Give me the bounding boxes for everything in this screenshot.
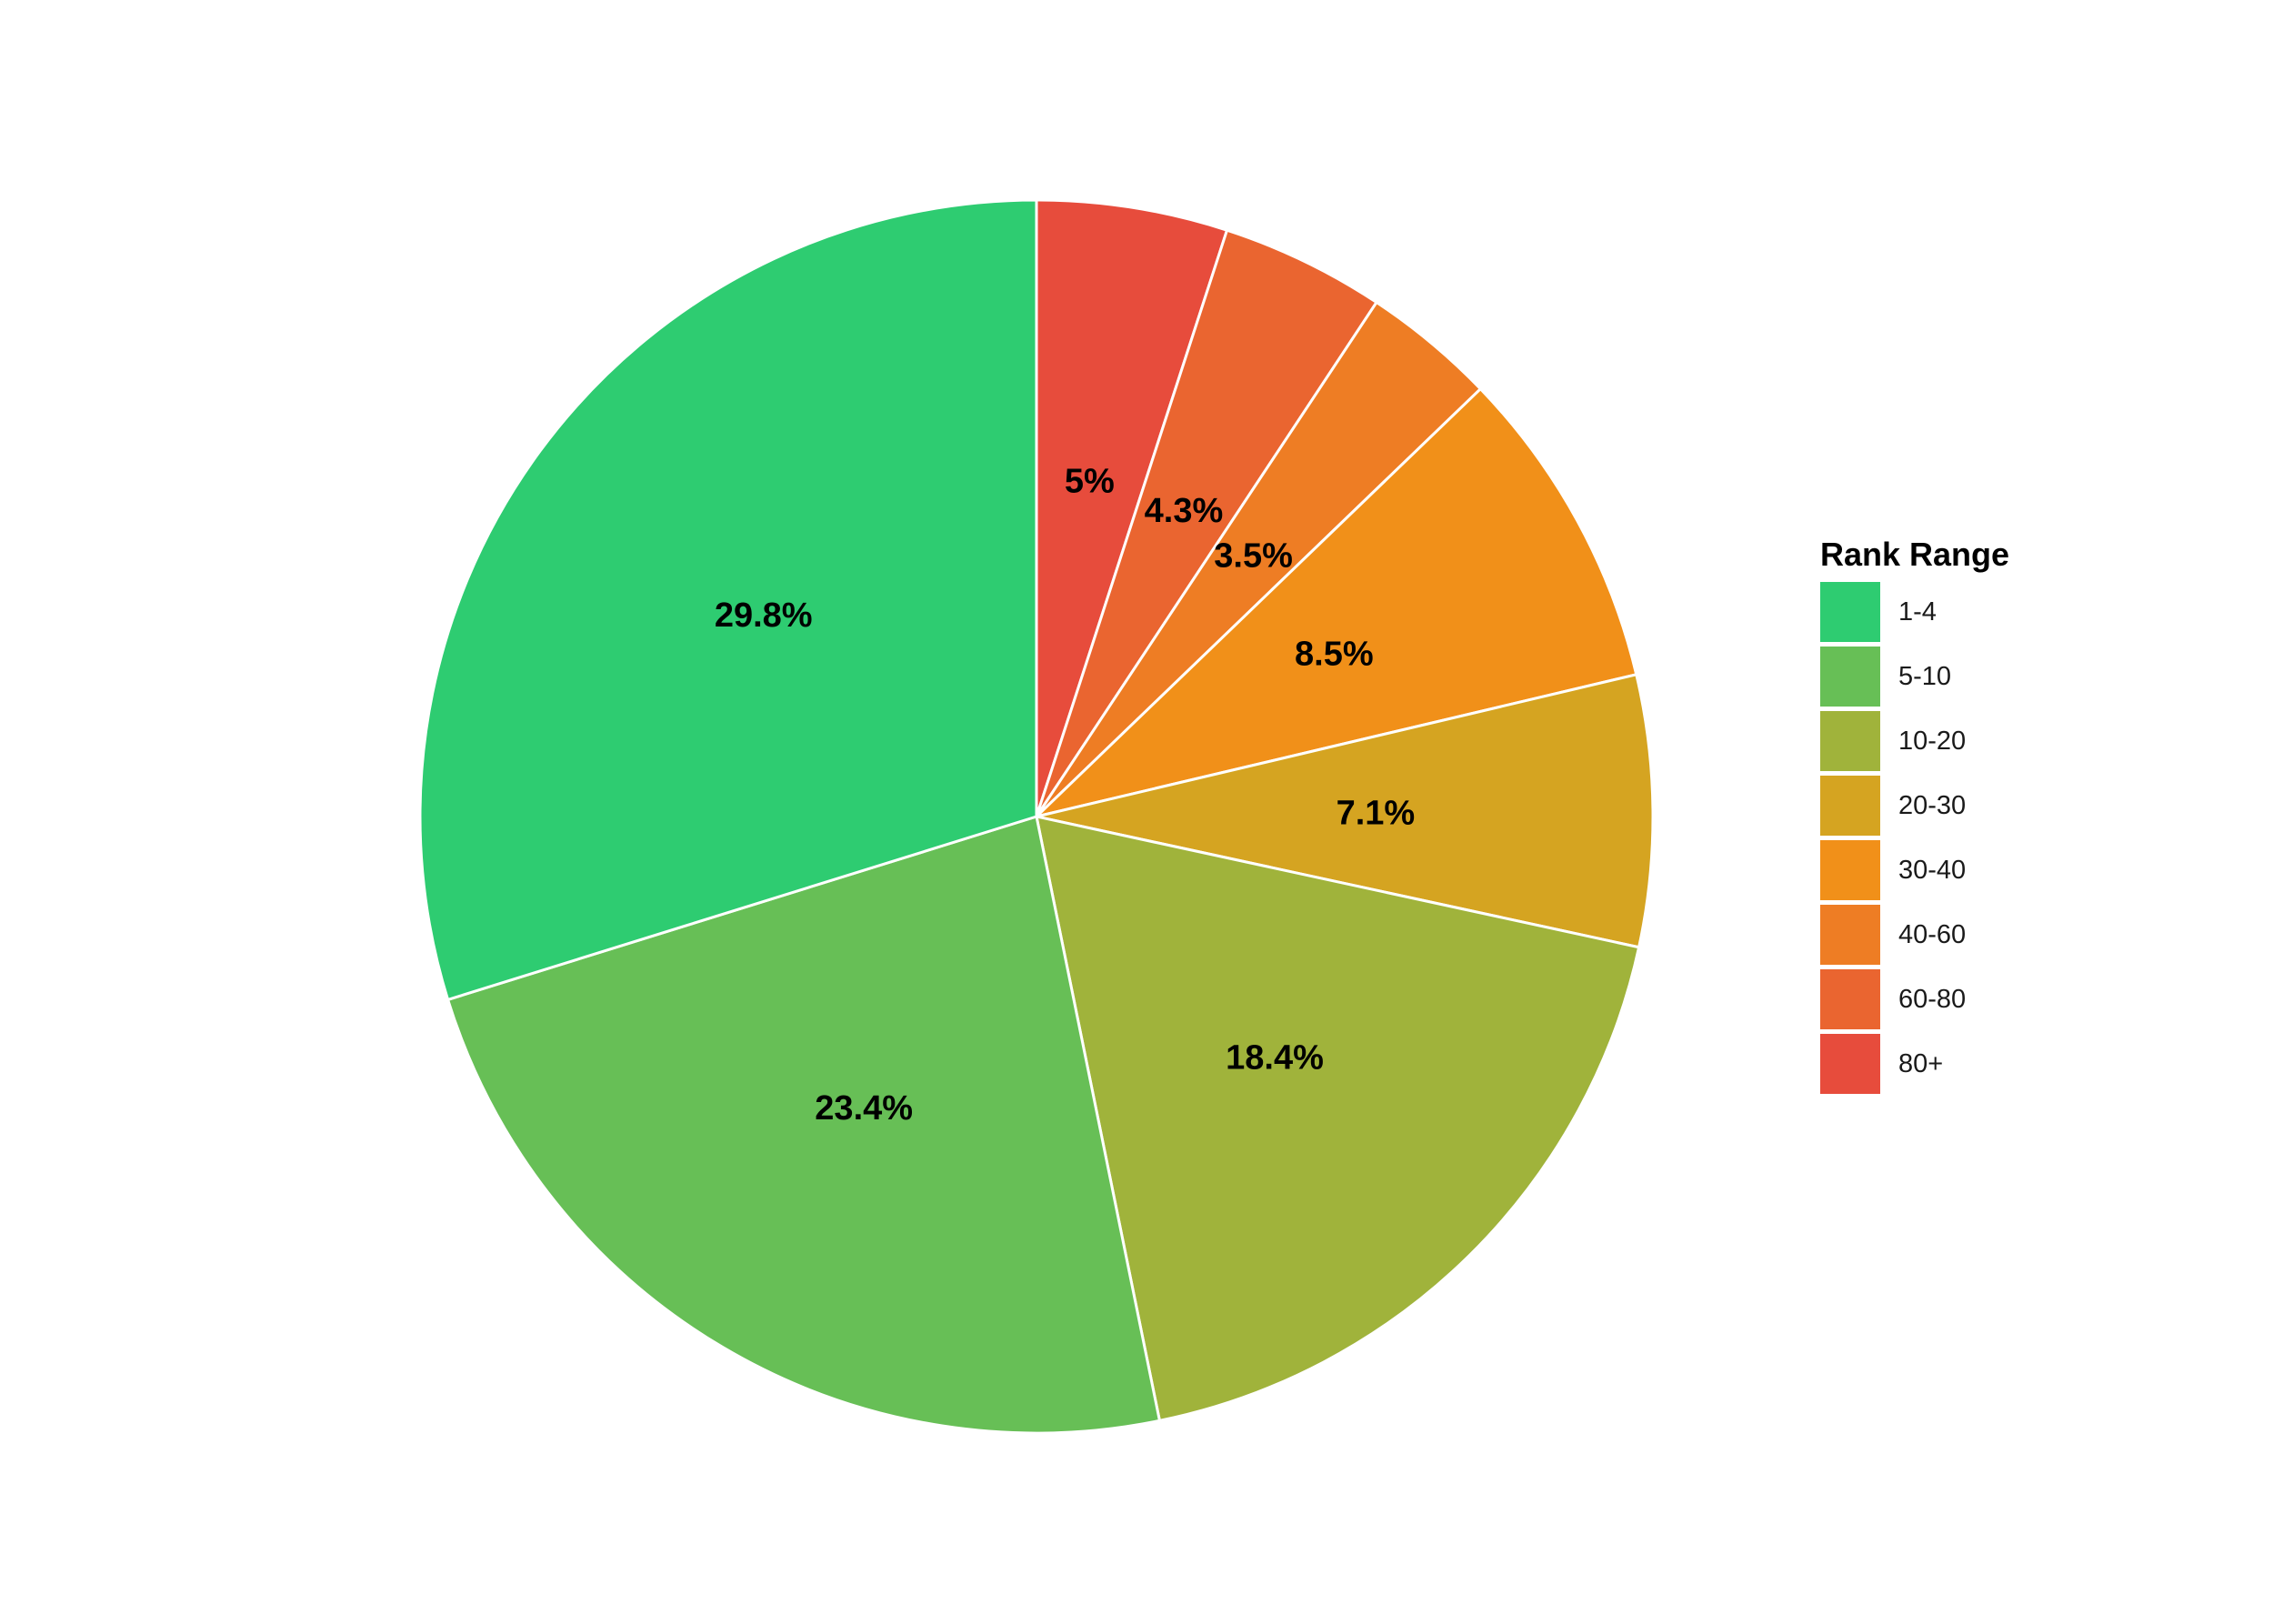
legend-items: 1-4 5-10 10-20 20-30 30-40 40-60 60-80 80+ <box>1820 582 1966 1094</box>
slice-label-30-40: 8.5% <box>1295 635 1374 673</box>
slice-label-20-30: 7.1% <box>1337 794 1416 832</box>
pie-slices <box>418 198 1655 1435</box>
pie-slice-80-plus <box>1035 198 1229 817</box>
legend-label-5-10: 5-10 <box>1898 662 1951 691</box>
legend-swatch-40-60 <box>1820 905 1880 965</box>
legend-label-1-4: 1-4 <box>1898 597 1937 627</box>
legend-swatch-30-40 <box>1820 840 1880 900</box>
pie-slice-5-10 <box>446 815 1162 1435</box>
legend-swatch-20-30 <box>1820 776 1880 836</box>
slice-label-1-4: 29.8% <box>715 596 813 635</box>
slice-label-40-60: 3.5% <box>1214 536 1293 575</box>
legend-label-20-30: 20-30 <box>1898 791 1966 820</box>
slice-label-80-plus: 5% <box>1065 463 1115 501</box>
legend-swatch-1-4 <box>1820 582 1880 642</box>
slice-label-5-10: 23.4% <box>815 1089 913 1128</box>
pie-slice-1-4 <box>418 198 1038 1002</box>
legend: Rank Range 1-4 5-10 10-20 20-30 30-40 40-60 60… <box>1820 536 2009 1094</box>
legend-label-10-20: 10-20 <box>1898 727 1966 756</box>
legend-label-60-80: 60-80 <box>1898 985 1966 1014</box>
legend-swatch-80-plus <box>1820 1034 1880 1094</box>
legend-label-40-60: 40-60 <box>1898 920 1966 949</box>
slice-label-60-80: 4.3% <box>1145 492 1224 530</box>
pie-slice-20-30 <box>1036 672 1655 949</box>
legend-label-80-plus: 80+ <box>1898 1049 1943 1078</box>
slice-label-10-20: 18.4% <box>1226 1038 1324 1077</box>
legend-label-30-40: 30-40 <box>1898 856 1966 885</box>
legend-swatch-5-10 <box>1820 647 1880 707</box>
pie-slice-10-20 <box>1035 815 1641 1423</box>
pie-slice-labels: 5% 4.3% 3.5% 8.5% 7.1% 18.4% 23.4% 29.8% <box>715 463 1415 1128</box>
legend-swatch-60-80 <box>1820 969 1880 1029</box>
legend-swatch-10-20 <box>1820 711 1880 771</box>
legend-title: Rank Range <box>1820 536 2009 573</box>
pie-slice-60-80 <box>1035 228 1379 817</box>
